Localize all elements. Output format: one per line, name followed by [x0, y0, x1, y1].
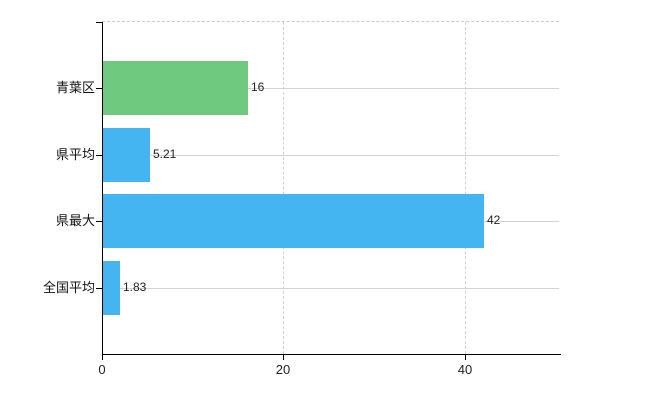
y-axis-tick	[96, 288, 102, 289]
x-axis-line	[102, 354, 561, 355]
x-gridline-40	[465, 22, 466, 354]
bar	[103, 261, 120, 315]
y-axis-tick	[96, 88, 102, 89]
row-gridline	[102, 288, 559, 289]
bar-value-label: 16	[251, 80, 265, 94]
x-tick-label: 0	[98, 362, 106, 377]
y-axis-tick	[96, 155, 102, 156]
bar-value-label: 1.83	[123, 280, 147, 294]
bar	[103, 128, 150, 182]
y-axis-tick	[96, 221, 102, 222]
category-label: 県平均	[55, 147, 95, 162]
bar-value-label: 42	[487, 213, 501, 227]
bar	[103, 61, 248, 115]
category-label: 全国平均	[42, 280, 95, 295]
row-gridline	[102, 155, 559, 156]
bar	[103, 194, 484, 248]
category-label: 県最大	[55, 213, 95, 228]
x-gridline-20	[283, 22, 284, 354]
x-axis-tick	[465, 355, 466, 360]
y-axis-line	[102, 22, 103, 355]
plot-top-border	[102, 21, 559, 22]
row-gridline	[102, 88, 559, 89]
x-tick-label: 40	[457, 362, 473, 377]
x-axis-tick	[283, 355, 284, 360]
x-axis-tick	[102, 355, 103, 360]
category-label: 青葉区	[55, 80, 95, 95]
bar-value-label: 5.21	[153, 147, 177, 161]
y-axis-top-tick	[96, 22, 102, 23]
x-tick-label: 20	[275, 362, 291, 377]
